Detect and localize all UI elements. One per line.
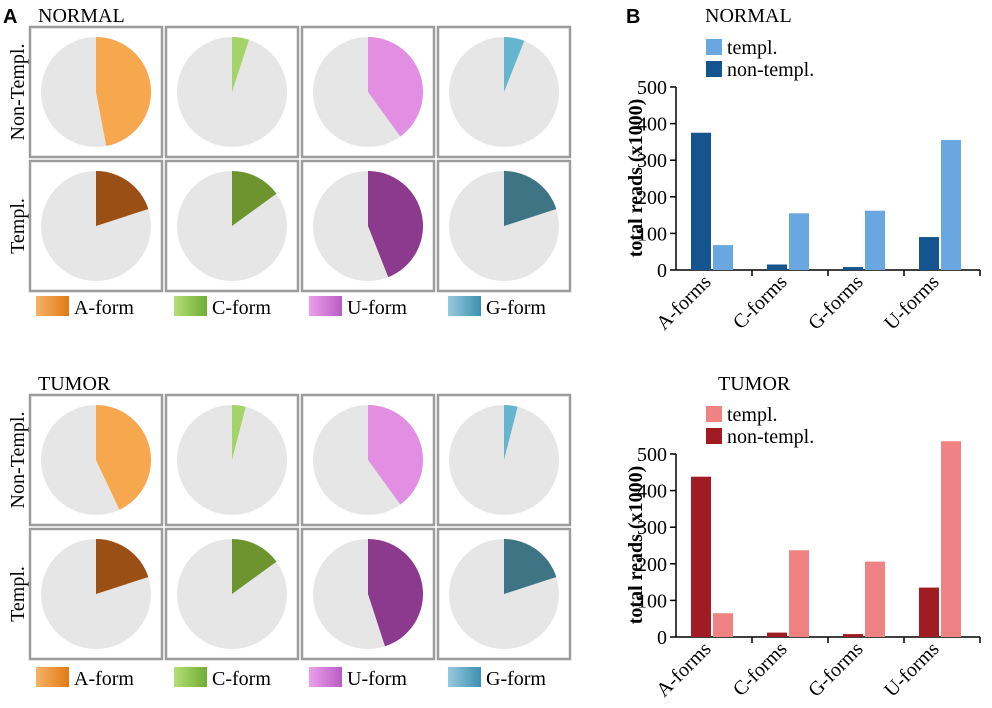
row-label-text: Templ. [7,566,29,622]
bar-nontempl-c-forms [767,632,787,637]
y-axis-title: total reads (x1000) [625,99,647,258]
form-legend-normal: A-form C-form U-form G-form [36,296,546,319]
legend-label-u: U-form [347,297,407,319]
x-tick-label: G-forms [804,271,868,335]
pie-slice-templ-u [368,539,424,647]
legend-label-g: G-form [486,297,546,319]
bar-templ-u-forms [941,441,961,637]
legend-swatch-a [36,296,69,316]
form-legend-tumor: A-form C-form U-form G-form [36,667,546,690]
x-tick-label: G-forms [804,638,868,702]
pie-grid-normal: NORMAL Non-Templ. Templ. [7,5,572,293]
bar-chart-title: NORMAL [705,5,792,27]
y-tick-label: 100 [637,223,667,245]
y-axis-label: total reads (x1000) [625,99,647,258]
legend-label-a: A-form [74,297,134,319]
legend-swatch-u [309,667,342,687]
legend-swatch-u [309,296,342,316]
y-tick-label: 500 [637,444,667,466]
row-label-templ: Templ. [7,198,29,254]
pie-slice-nontempl-a [96,36,152,147]
bar-nontempl-g-forms [843,267,863,270]
y-tick-label: 0 [657,627,667,649]
pie-slice-nontempl-a [96,405,152,510]
bar-nontempl-a-forms [691,132,711,270]
bar-nontempl-u-forms [919,587,939,637]
legend-swatch-g [448,296,481,316]
legend-label-a: A-form [74,668,134,690]
row-label-text: Non-Templ. [7,412,29,509]
y-tick-label: 200 [637,187,667,209]
legend-swatch-nontempl [706,61,722,77]
y-axis-title: total reads (x1000) [625,466,647,625]
legend-label-nontempl: non-templ. [727,426,814,448]
pie-slice-nontempl-u [368,405,424,505]
x-tick-label: C-forms [729,638,792,701]
legend-label-u: U-form [347,668,407,690]
y-tick-label: 300 [637,150,667,172]
pie-grid-title: TUMOR [38,373,111,395]
legend-swatch-templ [706,406,722,422]
y-tick-label: 300 [637,517,667,539]
pie-slice-nontempl-u [368,37,424,137]
legend-label-templ: templ. [727,404,778,426]
bar-templ-c-forms [789,550,809,637]
pie-slice-templ-c [232,539,277,594]
row-label-text: Templ. [7,198,29,254]
bar-templ-g-forms [865,210,885,270]
pie-slice-nontempl-g [504,405,518,460]
pie-grid-title: NORMAL [38,5,125,27]
y-tick-label: 200 [637,554,667,576]
legend-swatch-a [36,667,69,687]
pie-slice-nontempl-g [504,37,525,92]
pie-slice-templ-a [96,171,149,226]
legend-swatch-g [448,667,481,687]
legend-label-c: C-form [212,668,271,690]
y-tick-label: 400 [637,114,667,136]
bar-chart-title: TUMOR [718,373,791,395]
bar-templ-g-forms [865,561,885,637]
legend-label-templ: templ. [727,37,778,59]
legend-swatch-nontempl [706,428,722,444]
bar-nontempl-u-forms [919,237,939,270]
row-label-templ: Templ. [7,566,29,622]
legend-label-g: G-form [486,668,546,690]
row-label-nontempl: Non-Templ. [7,44,29,141]
pie-slice-templ-u [368,171,424,278]
panel-b-letter: B [626,6,640,28]
pie-slice-templ-c [232,171,277,226]
bar-chart-tumor: TUMOR templ. non-templ. total reads (x10… [625,373,981,702]
pie-grid-tumor: TUMOR Non-Templ. Templ. [7,373,572,661]
y-tick-label: 0 [657,260,667,282]
panel-a-letter: A [3,6,17,28]
bar-chart-normal: NORMAL templ. non-templ. total reads (x1… [625,5,981,335]
legend-swatch-c [174,296,207,316]
pie-slice-templ-g [504,538,557,594]
y-tick-label: 400 [637,481,667,503]
bar-templ-u-forms [941,140,961,270]
bar-nontempl-a-forms [691,476,711,637]
pie-slice-templ-g [504,171,557,226]
y-tick-label: 500 [637,77,667,99]
row-label-nontempl: Non-Templ. [7,412,29,509]
y-tick-label: 100 [637,590,667,612]
bar-templ-c-forms [789,213,809,270]
y-axis-label: total reads (x1000) [625,466,647,625]
x-tick-label: U-forms [880,271,944,335]
legend-swatch-c [174,667,207,687]
legend-label-c: C-form [212,297,271,319]
pie-slice-nontempl-c [232,405,246,460]
legend-swatch-templ [706,39,722,55]
legend-label-nontempl: non-templ. [727,59,814,81]
pie-slice-nontempl-c [232,37,249,92]
pie-slice-templ-a [96,538,149,594]
x-tick-label: C-forms [729,271,792,334]
bar-templ-a-forms [713,245,733,270]
x-tick-label: U-forms [880,638,944,702]
row-label-text: Non-Templ. [7,44,29,141]
bar-templ-a-forms [713,613,733,637]
bar-nontempl-g-forms [843,634,863,637]
bar-nontempl-c-forms [767,264,787,270]
